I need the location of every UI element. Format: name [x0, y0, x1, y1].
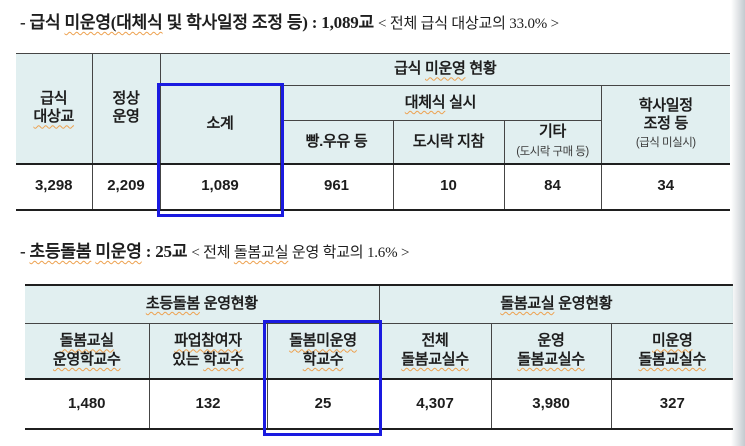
- cell-bread-milk-count: 961: [279, 162, 394, 210]
- col-header-subtotal: 소계: [159, 85, 281, 164]
- text-segment: 학교수: [302, 350, 344, 368]
- text-segment: 현황: [465, 60, 497, 78]
- cell-not-operating-care-classrooms-count: 327: [610, 378, 734, 430]
- text-segment: 급식: [40, 89, 68, 107]
- meal-status-table: 급식 대상교 정상 운영 급식 미운영 현황 소계 대체식 실시 학사일정 조정 등(…: [16, 53, 731, 211]
- text-segment: 돌봄교실: [59, 332, 114, 350]
- text-segment: 미운영: [425, 60, 466, 78]
- text-segment: 돌봄교실수: [401, 350, 469, 368]
- cell-care-operating-schools-count: 1,480: [25, 378, 150, 430]
- text-segment: 미운영(대체식: [64, 13, 163, 32]
- col-header-operating-care-classrooms: 운영 돌봄교실수: [490, 322, 612, 380]
- text-segment: 돌봄미운영: [289, 332, 357, 350]
- text-segment: 기타: [538, 123, 566, 141]
- text-segment: 미운영: [95, 242, 142, 261]
- group-header-elementary-care-status: 초등돌봄 운영현황: [25, 284, 380, 324]
- care-status-table: 초등돌봄 운영현황 돌봄교실 운영현황 돌봄교실 운영학교수 파업참여자 있는 학교…: [25, 284, 734, 430]
- cell-schedule-adjustment-count: 34: [600, 162, 731, 210]
- col-header-strike-participant-schools: 파업참여자 있는 학교수: [148, 322, 268, 380]
- col-header-not-operating-care-classrooms: 미운영 돌봄교실수: [610, 322, 734, 380]
- text-segment: 학사일정: [638, 96, 693, 114]
- text-segment: 파업참여자: [174, 332, 242, 350]
- cell-meal-target-count: 3,298: [16, 162, 93, 210]
- col-header-schedule-adjustment: 학사일정 조정 등 (급식 미실시): [600, 85, 731, 164]
- text-segment: 빵.우유 등: [305, 132, 368, 150]
- section-heading-meal-not-operating: - 급식 미운영(대체식 및 학사일정 조정 등) : 1,089교 < 전체 …: [20, 8, 559, 33]
- text-segment: 운영현황: [199, 295, 258, 313]
- text-segment: - 급식: [20, 13, 65, 32]
- col-header-etc: 기타 (도시락 구매 등): [503, 120, 602, 164]
- text-segment: 전체: [421, 332, 449, 350]
- text-segment: 실시: [445, 93, 477, 111]
- text-segment: 급식: [394, 60, 425, 78]
- text-segment: 운영: [537, 332, 565, 350]
- text-segment: 초등돌봄: [29, 242, 92, 261]
- text-segment: 정상: [112, 89, 140, 107]
- page-edge-shadow: [731, 0, 745, 446]
- text-segment: 돌봄교실: [233, 245, 289, 261]
- text-segment: -: [20, 242, 30, 261]
- text-segment: 돌봄교실: [500, 295, 555, 313]
- cell-subtotal-count: 1,089: [159, 162, 281, 210]
- text-segment: 조정 등: [643, 115, 689, 133]
- col-header-meal-target-schools: 급식 대상교: [16, 53, 93, 164]
- text-segment: 도시락 지참: [412, 132, 485, 150]
- text-segment: 돌봄교실수: [638, 350, 707, 368]
- cell-etc-count: 84: [503, 162, 602, 210]
- cell-care-not-operating-schools-count: 25: [266, 378, 380, 430]
- cell-lunchbox-count: 10: [392, 162, 505, 210]
- col-header-care-not-operating-schools: 돌봄미운영 학교수: [266, 322, 380, 380]
- text-segment: (도시락 구매 등): [516, 145, 589, 158]
- section-heading-care-not-operating: - 초등돌봄 미운영 : 25교 < 전체 돌봄교실 운영 학교의 1.6% >: [20, 237, 409, 262]
- text-segment: 초등돌봄: [145, 295, 200, 313]
- text-segment: 운영 학교의 1.6% >: [288, 245, 410, 261]
- text-segment: 대상교: [33, 108, 74, 126]
- text-segment: 운영학교수: [52, 350, 121, 368]
- text-segment: 있는: [172, 350, 204, 368]
- text-segment: 돌봄교실수: [517, 350, 585, 368]
- col-header-lunchbox: 도시락 지참: [392, 120, 505, 164]
- text-segment: 운영현황: [554, 295, 613, 313]
- cell-operating-care-classrooms-count: 3,980: [490, 378, 612, 430]
- cell-strike-participant-schools-count: 132: [148, 378, 268, 430]
- text-segment: 학교수: [203, 350, 244, 368]
- group-header-meal-not-operating-status: 급식 미운영 현황: [159, 53, 731, 86]
- col-header-bread-milk: 빵.우유 등: [279, 120, 394, 164]
- text-segment: 미운영: [652, 332, 693, 350]
- text-segment: 운영: [112, 108, 140, 126]
- meal-status-table-wrapper: 급식 대상교 정상 운영 급식 미운영 현황 소계 대체식 실시 학사일정 조정 등(…: [16, 53, 731, 217]
- cell-total-care-classrooms-count: 4,307: [378, 378, 492, 430]
- cell-normal-operation-count: 2,209: [91, 162, 161, 210]
- col-header-total-care-classrooms: 전체 돌봄교실수: [378, 322, 492, 380]
- col-header-care-operating-schools: 돌봄교실 운영학교수: [25, 322, 150, 380]
- text-segment: 소계: [206, 115, 234, 133]
- care-status-table-wrapper: 초등돌봄 운영현황 돌봄교실 운영현황 돌봄교실 운영학교수 파업참여자 있는 학교…: [25, 284, 734, 436]
- col-header-normal-operation: 정상 운영: [91, 53, 161, 164]
- text-segment: : 25교: [141, 242, 192, 261]
- text-segment: (급식 미실시): [635, 137, 696, 150]
- text-segment: < 전체 급식 대상교의 33.0% >: [378, 16, 559, 32]
- group-header-substitute-meal: 대체식 실시: [279, 85, 602, 121]
- text-segment: 대체식: [404, 93, 446, 111]
- text-segment: < 전체: [191, 245, 234, 261]
- text-segment: 및 학사일정 조정 등) : 1,089교: [162, 13, 379, 32]
- group-header-care-classroom-status: 돌봄교실 운영현황: [378, 284, 734, 324]
